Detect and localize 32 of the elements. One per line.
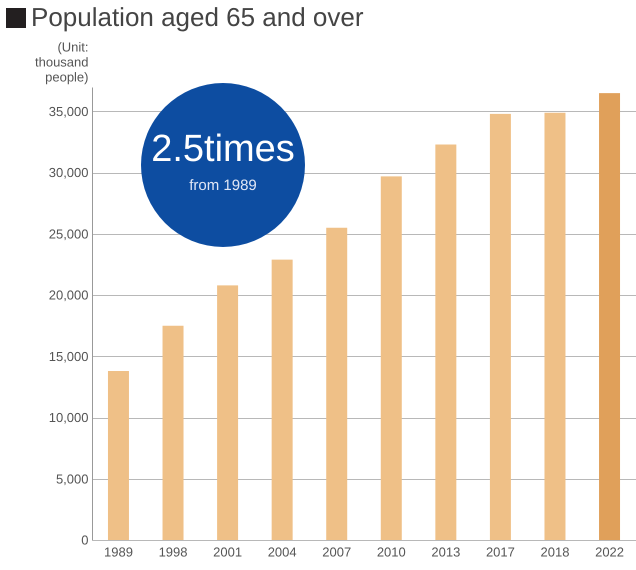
x-tick-label: 1998 [158, 544, 188, 560]
x-tick-label: 2018 [540, 544, 570, 560]
x-tick-label: 2010 [376, 544, 406, 560]
y-tick-label: 20,000 [48, 288, 88, 303]
bar [217, 285, 238, 540]
x-tick-label: 2001 [213, 544, 242, 560]
y-tick-label: 30,000 [48, 165, 88, 180]
y-tick-label: 10,000 [48, 410, 88, 426]
bar [380, 176, 402, 540]
y-axis-title: (Unit: thousand people) [35, 40, 88, 84]
annotation: from 1989 [188, 177, 258, 194]
chart-title: Population aged 65 and over [31, 2, 364, 33]
y-tick-label: 0 [81, 532, 88, 548]
bar [435, 144, 456, 540]
x-tick-label: 2007 [322, 544, 352, 560]
bar [108, 371, 129, 540]
bar [162, 326, 184, 540]
x-tick-label: 2017 [486, 544, 515, 560]
y-tick-label: 35,000 [48, 104, 88, 119]
x-tick-label: 2013 [431, 544, 460, 560]
y-tick-label: 25,000 [48, 226, 88, 242]
bar [272, 260, 293, 540]
bar [326, 228, 348, 540]
annotation: 2.5times [150, 127, 296, 171]
x-tick-label: 2022 [595, 544, 624, 560]
x-tick-label: 1989 [104, 544, 133, 560]
bar [599, 93, 620, 540]
bar [490, 114, 511, 540]
x-tick-label: 2004 [268, 544, 297, 560]
bar [544, 112, 566, 540]
y-tick-label: 15,000 [48, 348, 88, 364]
y-tick-label: 5,000 [56, 471, 88, 486]
